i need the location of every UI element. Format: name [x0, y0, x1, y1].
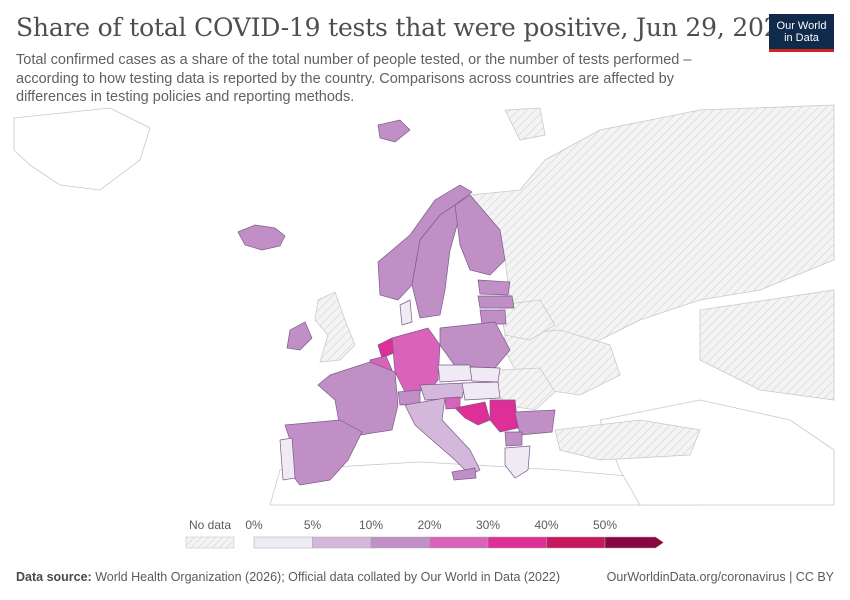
kazakhstan — [699, 289, 835, 401]
country-croatia — [454, 401, 491, 426]
owid-logo[interactable]: Our World in Data — [769, 14, 834, 52]
legend-tick-label: 5% — [304, 518, 322, 532]
country-denmark — [399, 299, 413, 326]
country-iceland — [237, 224, 286, 251]
country-czechia — [437, 364, 473, 383]
country-estonia — [477, 279, 511, 296]
country-germany — [391, 327, 441, 393]
country-faroe-islands — [377, 119, 411, 143]
legend-swatch — [253, 536, 313, 549]
data-source-text: World Health Organization (2026); Offici… — [95, 570, 561, 584]
country-lithuania — [479, 309, 507, 325]
legend-swatch — [312, 536, 372, 549]
legend-tick-label: 50% — [593, 518, 617, 532]
country-slovakia — [469, 366, 501, 383]
legend-swatch — [370, 536, 430, 549]
legend-swatch-open-ended — [604, 536, 664, 549]
turkey — [554, 419, 701, 461]
country-serbia — [489, 399, 519, 433]
countries[interactable] — [237, 119, 556, 486]
source-url[interactable]: OurWorldinData.org/coronavirus | CC BY — [606, 570, 834, 584]
legend-tick-label: 10% — [359, 518, 383, 532]
country-poland — [439, 321, 511, 369]
svalbard — [504, 107, 546, 141]
legend-swatch — [487, 536, 547, 549]
country-hungary — [461, 381, 501, 401]
country-bulgaria — [514, 409, 556, 436]
uk — [314, 291, 356, 363]
chart-subtitle: Total confirmed cases as a share of the … — [16, 52, 692, 105]
legend-tick-label: 40% — [534, 518, 558, 532]
legend-tick-label: 0% — [245, 518, 263, 532]
greenland — [13, 107, 151, 191]
country-portugal — [279, 437, 296, 481]
legend-swatch — [546, 536, 606, 549]
country-finland — [454, 194, 506, 276]
data-source-label: Data source: — [16, 570, 92, 584]
map-legend: No data 0% 5% 10% 20% 30% 40% 50% — [185, 518, 664, 549]
country-sweden — [411, 204, 461, 319]
country-cyprus — [451, 467, 477, 481]
country-austria — [419, 382, 466, 401]
legend-tick-label: 30% — [476, 518, 500, 532]
country-latvia — [477, 295, 515, 309]
legend-no-data-label: No data — [189, 518, 231, 532]
country-north-macedonia — [504, 431, 523, 447]
logo-line-2: in Data — [784, 32, 819, 44]
country-greece — [504, 445, 531, 479]
logo-line-1: Our World — [776, 20, 827, 32]
country-ireland — [286, 321, 313, 351]
belarus — [499, 299, 556, 341]
legend-tick-label: 20% — [417, 518, 441, 532]
no-data-regions — [314, 104, 835, 461]
europe-map[interactable] — [0, 100, 850, 510]
country-france — [317, 361, 399, 436]
legend-swatch — [429, 536, 489, 549]
chart-title: Share of total COVID-19 tests that were … — [16, 13, 796, 42]
data-source: Data source: World Health Organization (… — [16, 570, 560, 584]
legend-no-data-swatch — [185, 536, 235, 549]
